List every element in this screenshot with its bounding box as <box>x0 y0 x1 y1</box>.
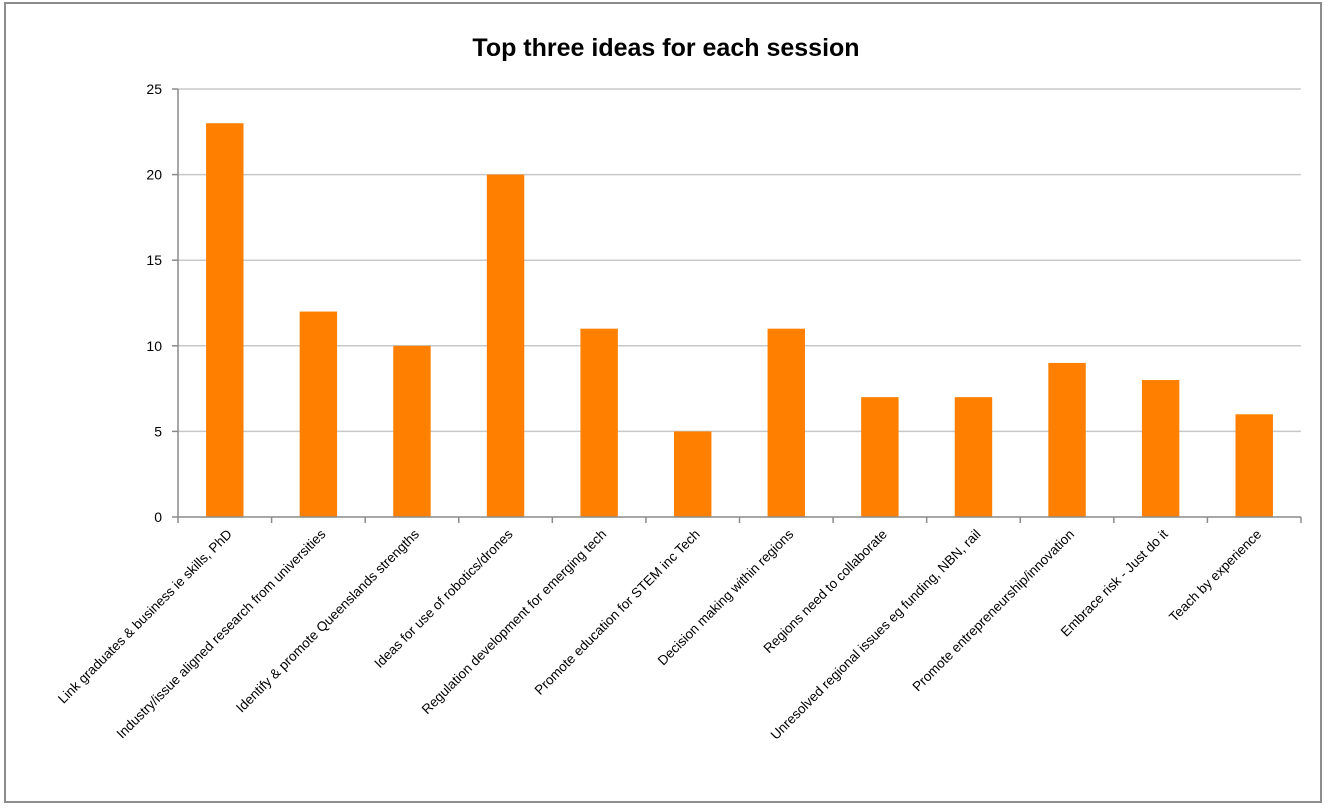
bar <box>1141 380 1180 517</box>
y-tick-label: 20 <box>146 167 162 183</box>
y-tick-label: 5 <box>154 423 162 439</box>
bar <box>393 345 431 517</box>
x-tick-label: Teach by experience <box>1166 527 1264 625</box>
bar <box>954 397 993 517</box>
bar <box>580 328 618 517</box>
x-tick-label: Regulation development for emerging tech <box>419 527 609 717</box>
bar <box>767 328 806 517</box>
bar <box>673 431 712 517</box>
bar <box>1048 362 1086 517</box>
y-tick-label: 0 <box>154 509 162 525</box>
x-tick-label: Identify & promote Queenslands strengths <box>233 526 422 715</box>
x-tick-label: Unresolved regional issues eg funding, N… <box>768 527 984 743</box>
x-axis-ticks: Link graduates & business ie skills, PhD… <box>55 526 1264 742</box>
bars <box>206 123 1273 518</box>
y-tick-label: 10 <box>146 338 162 354</box>
bar <box>299 311 338 517</box>
x-tick-label: Industry/issue aligned research from uni… <box>114 526 329 741</box>
x-tick-label: Promote entrepreneurship/innovation <box>909 527 1077 695</box>
x-tick-label: Link graduates & business ie skills, PhD <box>55 526 235 706</box>
bar <box>486 174 525 517</box>
x-tick-label: Promote education for STEM inc Tech <box>532 527 703 698</box>
gridlines <box>178 88 1301 433</box>
axes <box>172 88 1302 523</box>
y-tick-label: 15 <box>146 252 162 268</box>
bar <box>861 397 899 517</box>
chart-title: Top three ideas for each session <box>472 34 859 62</box>
bar <box>1235 414 1273 517</box>
x-tick-label: Embrace risk - Just do it <box>1058 526 1171 639</box>
bar <box>206 123 244 518</box>
y-axis-ticks: 0 5 10 15 20 25 <box>146 81 162 525</box>
y-tick-label: 25 <box>146 81 162 97</box>
